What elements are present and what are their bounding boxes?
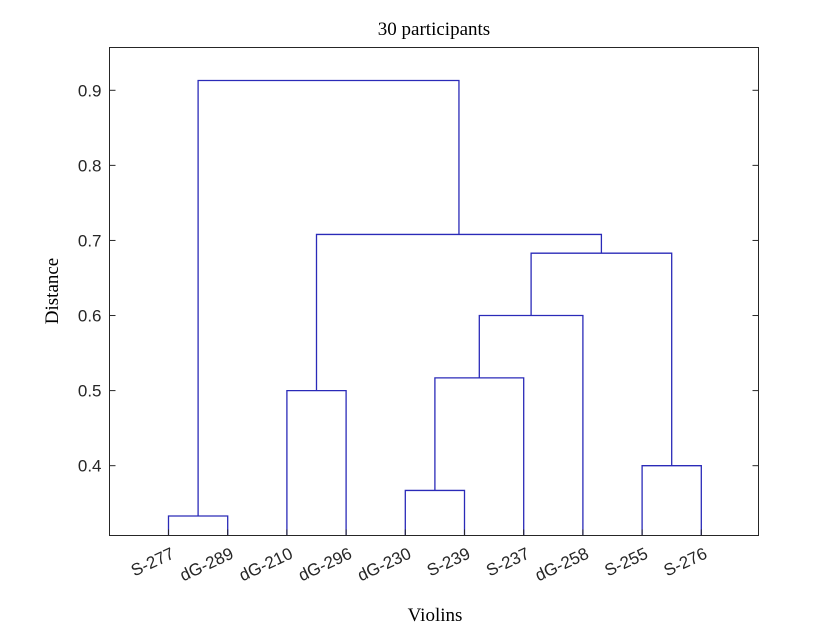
- leaf-label: dG-258: [532, 544, 591, 585]
- y-tick-label: 0.6: [78, 307, 102, 326]
- dendrogram-link: [167, 515, 229, 536]
- dendrogram-link: [286, 389, 347, 536]
- leaf-label: dG-296: [295, 544, 354, 585]
- leaf-label: dG-230: [355, 544, 414, 585]
- x-axis-ticks: S-277 dG-289 dG-210 dG-296 dG-230 S-239 S-237 d…: [128, 529, 710, 585]
- leaf-label: dG-210: [236, 544, 295, 585]
- chart-title: 30 participants: [378, 19, 490, 40]
- leaf-label: dG-289: [177, 544, 236, 585]
- dendrogram-link: [315, 233, 603, 391]
- x-axis-label: Violins: [408, 605, 463, 626]
- y-tick-label: 0.7: [78, 231, 102, 250]
- leaf-label: S-276: [661, 544, 710, 580]
- dendrogram-link: [404, 489, 466, 536]
- dendrogram-link: [197, 79, 460, 516]
- leaf-label: S-277: [128, 544, 177, 580]
- y-tick-label: 0.9: [78, 81, 102, 100]
- dendrogram-link: [530, 252, 673, 466]
- y-tick-label: 0.5: [78, 382, 102, 401]
- dendrogram-links: [167, 79, 702, 536]
- dendrogram-link: [434, 377, 525, 536]
- y-tick-label: 0.8: [78, 156, 102, 175]
- leaf-label: S-239: [424, 544, 473, 580]
- y-tick-label: 0.4: [78, 457, 102, 476]
- dendrogram-link: [641, 465, 702, 536]
- leaf-label: S-237: [483, 544, 532, 580]
- dendrogram-link: [478, 314, 584, 536]
- plot-area-frame: [109, 47, 759, 536]
- y-axis-label: Distance: [42, 258, 63, 324]
- leaf-label: S-255: [602, 544, 651, 580]
- y-axis-ticks: 0.4 0.5 0.6 0.7 0.8 0.9: [78, 81, 759, 476]
